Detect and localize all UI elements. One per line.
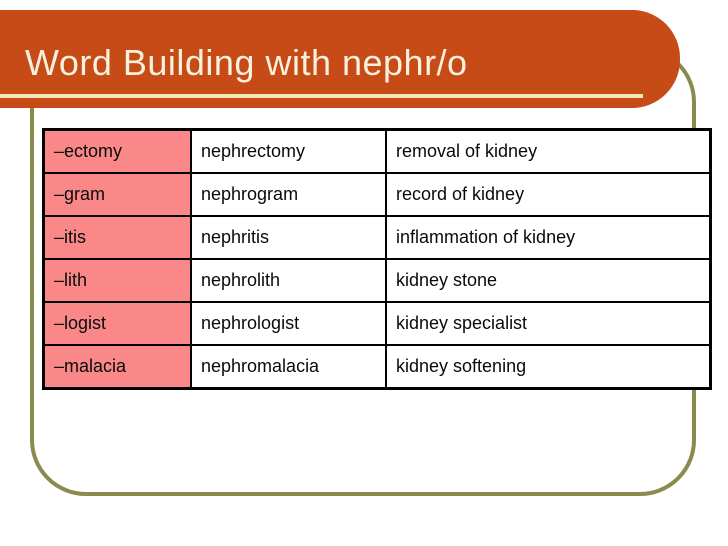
table-row: –lith nephrolith kidney stone <box>42 257 712 303</box>
suffix-cell: –ectomy <box>42 128 192 175</box>
title-banner: Word Building with nephr/o <box>0 10 680 108</box>
word-cell: nephrologist <box>190 300 387 346</box>
meaning-cell: kidney specialist <box>385 300 712 346</box>
table-row: –malacia nephromalacia kidney softening <box>42 343 712 390</box>
slide-title: Word Building with nephr/o <box>25 42 468 83</box>
meaning-cell: kidney softening <box>385 343 712 390</box>
meaning-cell: record of kidney <box>385 172 712 218</box>
meaning-cell: kidney stone <box>385 257 712 303</box>
meaning-cell: inflammation of kidney <box>385 215 712 260</box>
word-cell: nephritis <box>190 215 387 260</box>
word-cell: nephrectomy <box>190 128 387 175</box>
suffix-cell: –gram <box>42 172 192 218</box>
table-row: –gram nephrogram record of kidney <box>42 172 712 218</box>
word-building-table-body: –ectomy nephrectomy removal of kidney –g… <box>42 128 712 390</box>
table-row: –logist nephrologist kidney specialist <box>42 300 712 346</box>
suffix-cell: –itis <box>42 215 192 260</box>
table-row: –ectomy nephrectomy removal of kidney <box>42 128 712 175</box>
suffix-cell: –logist <box>42 300 192 346</box>
table-row: –itis nephritis inflammation of kidney <box>42 215 712 260</box>
title-underline-rule <box>0 94 643 98</box>
suffix-cell: –lith <box>42 257 192 303</box>
word-building-table: –ectomy nephrectomy removal of kidney –g… <box>42 128 712 390</box>
meaning-cell: removal of kidney <box>385 128 712 175</box>
word-cell: nephrogram <box>190 172 387 218</box>
suffix-cell: –malacia <box>42 343 192 390</box>
word-cell: nephromalacia <box>190 343 387 390</box>
word-cell: nephrolith <box>190 257 387 303</box>
